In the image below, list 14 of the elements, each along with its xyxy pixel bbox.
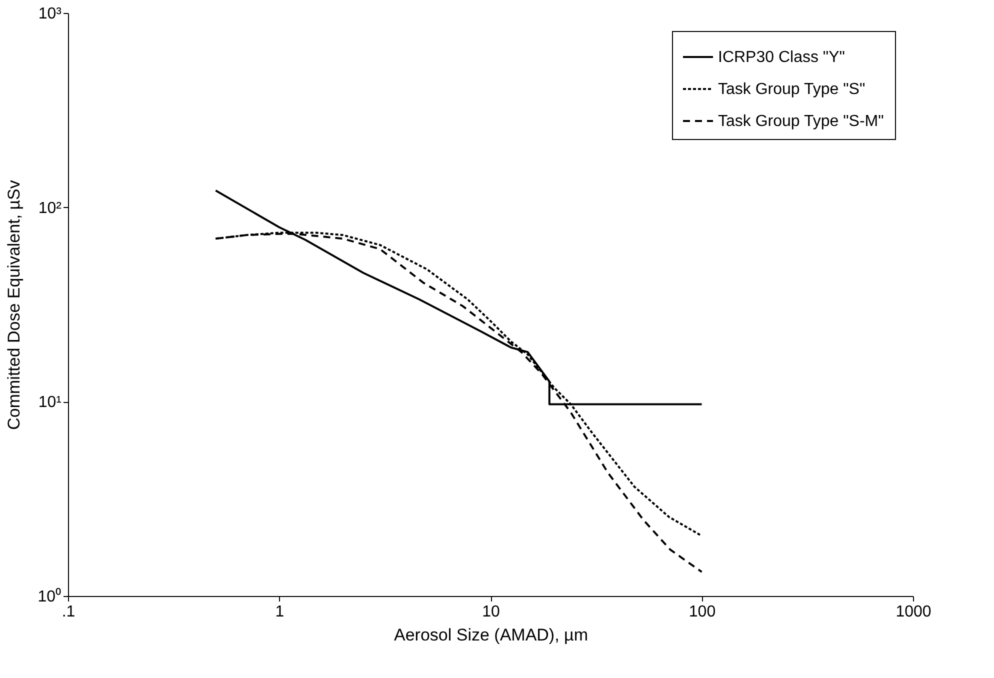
y-tick-label: 10²: [38, 200, 62, 217]
x-tick-label: 1000: [896, 604, 932, 620]
y-tick-label: 10¹: [38, 394, 62, 412]
x-tick-label: 1: [275, 604, 284, 620]
x-tick-label: 100: [688, 604, 716, 620]
x-axis-title: Aerosol Size (AMAD), µm: [394, 626, 588, 644]
legend-label: Task Group Type "S-M": [718, 113, 884, 130]
y-tick-label: 10³: [38, 6, 62, 22]
y-axis-title: Committed Dose Equivalent, µSv: [4, 180, 24, 430]
y-tick-label: 10⁰: [38, 588, 62, 606]
legend-label: Task Group Type "S": [718, 81, 866, 98]
x-tick-label: .1: [62, 604, 76, 620]
legend-label: ICRP30 Class "Y": [718, 49, 845, 66]
x-tick-label: 10: [482, 604, 500, 620]
